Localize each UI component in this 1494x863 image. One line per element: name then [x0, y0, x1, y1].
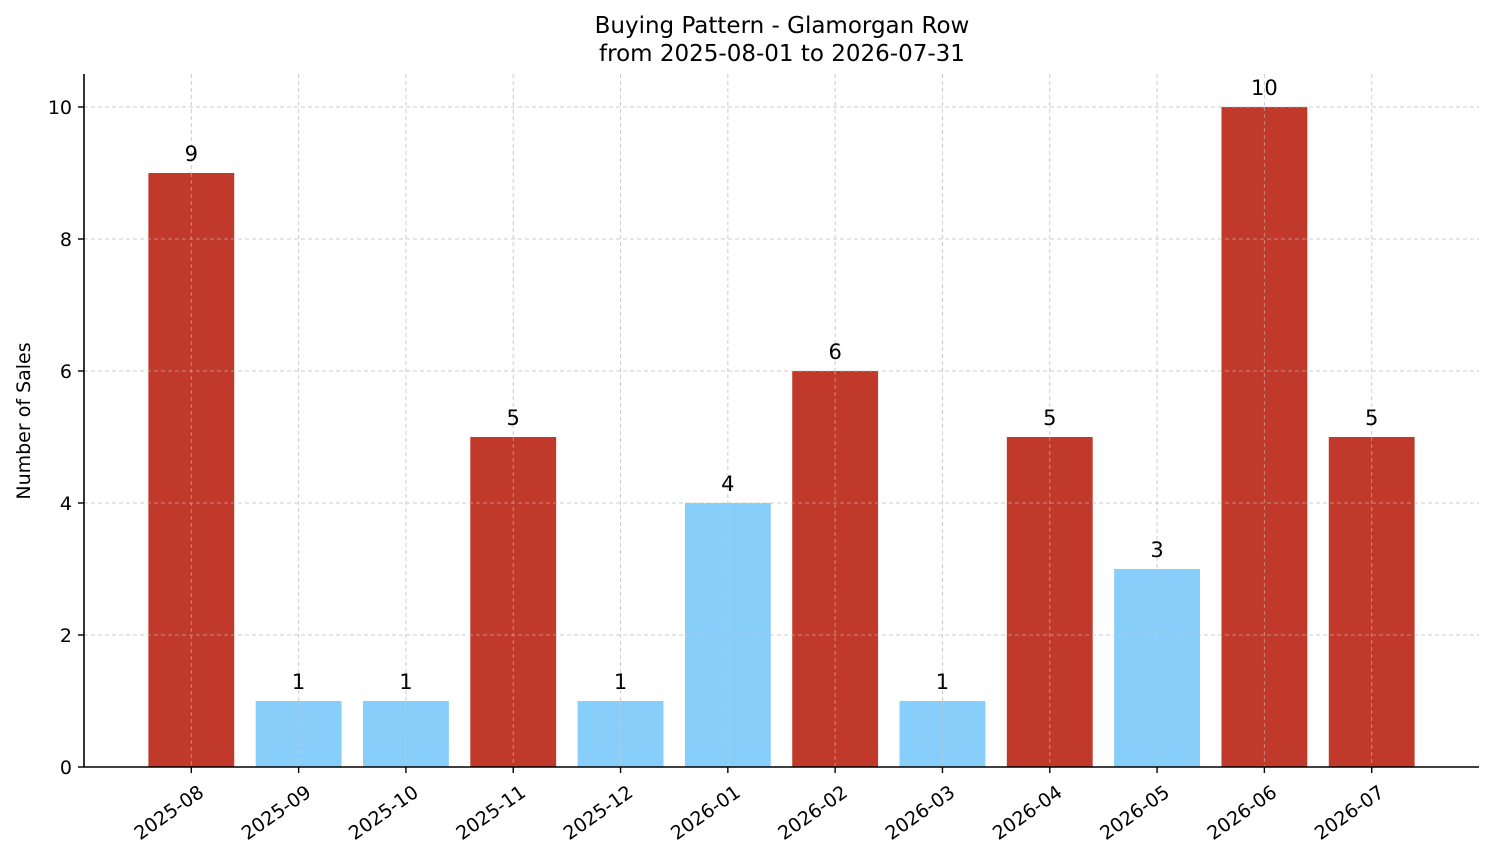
- data-label: 9: [185, 142, 198, 166]
- data-label: 5: [1365, 406, 1378, 430]
- x-tick-label: 2026-04: [989, 781, 1067, 845]
- y-tick-label: 0: [60, 757, 72, 779]
- x-tick-label: 2025-11: [452, 781, 530, 845]
- data-label: 1: [399, 670, 412, 694]
- y-tick-label: 6: [60, 361, 72, 383]
- x-tick-label: 2025-08: [130, 781, 208, 845]
- bars-layer: [148, 107, 1415, 767]
- x-tick-label: 2025-09: [238, 781, 316, 845]
- labels-layer: 9 1 1 5 1 4 6 1 5 3 10 5: [185, 76, 1379, 694]
- y-tick-label: 8: [60, 229, 72, 251]
- chart-title: Buying Pattern - Glamorgan Row: [595, 13, 970, 39]
- y-tick-label: 2: [60, 625, 72, 647]
- x-tick-label: 2026-06: [1203, 781, 1281, 845]
- data-label: 6: [828, 340, 841, 364]
- x-tick-label: 2026-02: [774, 781, 852, 845]
- x-tick-label: 2026-05: [1096, 781, 1174, 845]
- data-label: 1: [614, 670, 627, 694]
- x-tick-label: 2026-01: [667, 781, 745, 845]
- y-tick-label: 4: [60, 493, 72, 515]
- y-axis-label: Number of Sales: [13, 342, 35, 499]
- data-label: 3: [1150, 538, 1163, 562]
- axes-layer: [83, 74, 1479, 768]
- data-label: 10: [1251, 76, 1278, 100]
- x-tick-label: 2025-10: [345, 781, 423, 845]
- data-label: 5: [507, 406, 520, 430]
- x-tick-label: 2026-07: [1311, 781, 1389, 845]
- y-tick-label: 10: [48, 97, 72, 119]
- data-label: 1: [936, 670, 949, 694]
- x-tick-label: 2026-03: [881, 781, 959, 845]
- chart-subtitle: from 2025-08-01 to 2026-07-31: [599, 41, 965, 67]
- data-label: 5: [1043, 406, 1056, 430]
- data-label: 1: [292, 670, 305, 694]
- grid-overlay: [84, 106, 1479, 767]
- x-tick-label: 2025-12: [560, 781, 638, 845]
- data-label: 4: [721, 472, 734, 496]
